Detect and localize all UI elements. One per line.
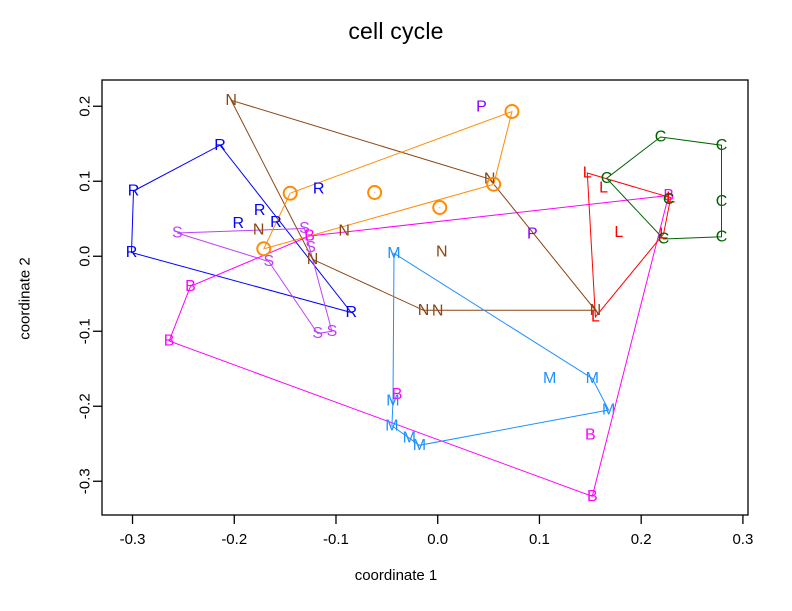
axes: -0.3 -0.2 -0.1 0.0 0.1 0.2 0.3 0.2 0.1 0.0 -0.1 -0.… [77,79,753,548]
point-L: L [614,224,623,241]
hull-L [586,172,672,319]
hull-polygons [130,99,722,497]
point-C: C [601,170,613,187]
y-tick-label: 0.0 [77,246,94,267]
y-tick-label: 0.2 [77,96,94,117]
hull-N [230,99,597,311]
point-O [282,185,298,201]
point-M: M [586,370,599,387]
point-N: N [307,251,319,268]
point-S: S [312,325,323,342]
point-B: B [587,488,598,505]
point-center-O [289,192,292,195]
point-R: R [126,244,138,261]
point-R: R [270,214,282,231]
point-center-O [511,110,513,113]
point-M: M [387,245,400,262]
point-N: N [225,92,237,109]
point-N: N [418,302,430,319]
x-tick-label: -0.3 [120,531,146,548]
point-M: M [385,417,398,434]
point-center-O [492,183,495,186]
point-O [256,241,272,257]
page-title: cell cycle [348,18,444,44]
point-center-O [262,247,265,250]
point-L: L [599,180,608,197]
point-L: L [583,165,592,182]
x-tick-label: -0.2 [221,531,247,548]
hull-B [168,194,670,497]
y-tick-label: 0.1 [77,171,94,192]
point-C: C [658,231,670,248]
point-M: M [543,370,556,387]
point-C: C [716,193,728,210]
point-B: B [185,278,196,295]
x-tick-label: 0.1 [529,531,550,548]
point-S: S [327,323,338,340]
point-C: C [716,228,728,245]
point-B: B [585,426,596,443]
point-M: M [602,402,615,419]
x-axis-label: coordinate 1 [354,567,438,584]
point-O [486,176,502,192]
point-P: P [476,99,487,116]
point-R: R [214,137,226,154]
point-B: B [392,386,403,403]
point-N: N [432,303,444,320]
hull-C [605,136,722,240]
point-C: C [663,191,675,208]
point-R: R [128,183,140,200]
x-tick-label: 0.2 [631,531,652,548]
point-L: L [659,225,668,242]
x-tick-label: 0.3 [732,531,753,548]
point-N: N [338,222,350,239]
point-R: R [233,215,245,232]
point-L: L [666,189,675,206]
hull-S [177,227,333,335]
point-R: R [254,202,266,219]
y-tick-label: -0.3 [77,468,94,494]
point-center-O [438,206,441,209]
hull-M [391,252,610,446]
point-R: R [345,304,357,321]
point-N: N [436,243,448,260]
point-L: L [591,309,600,326]
point-M: M [386,393,399,410]
point-M: M [403,429,416,446]
point-S: S [305,239,316,256]
x-tick-label: 0.0 [427,531,448,548]
point-B: B [304,228,315,245]
point-center-O [373,191,376,194]
point-P: P [527,225,538,242]
y-tick-label: -0.2 [77,393,94,419]
point-S: S [264,253,275,270]
point-M: M [413,437,426,454]
y-tick-label: -0.1 [77,318,94,344]
hull-R [130,144,353,314]
point-B: B [663,187,674,204]
point-B: B [164,333,175,350]
x-tick-label: -0.1 [323,531,349,548]
point-S: S [172,225,183,242]
point-O [504,104,520,119]
point-O [432,200,448,215]
plot-frame [101,79,749,516]
point-S: S [299,220,310,237]
point-R: R [313,180,325,197]
point-N: N [253,222,265,239]
point-N: N [590,302,602,319]
point-C: C [655,129,667,146]
point-O [367,185,383,200]
point-C: C [716,137,728,154]
